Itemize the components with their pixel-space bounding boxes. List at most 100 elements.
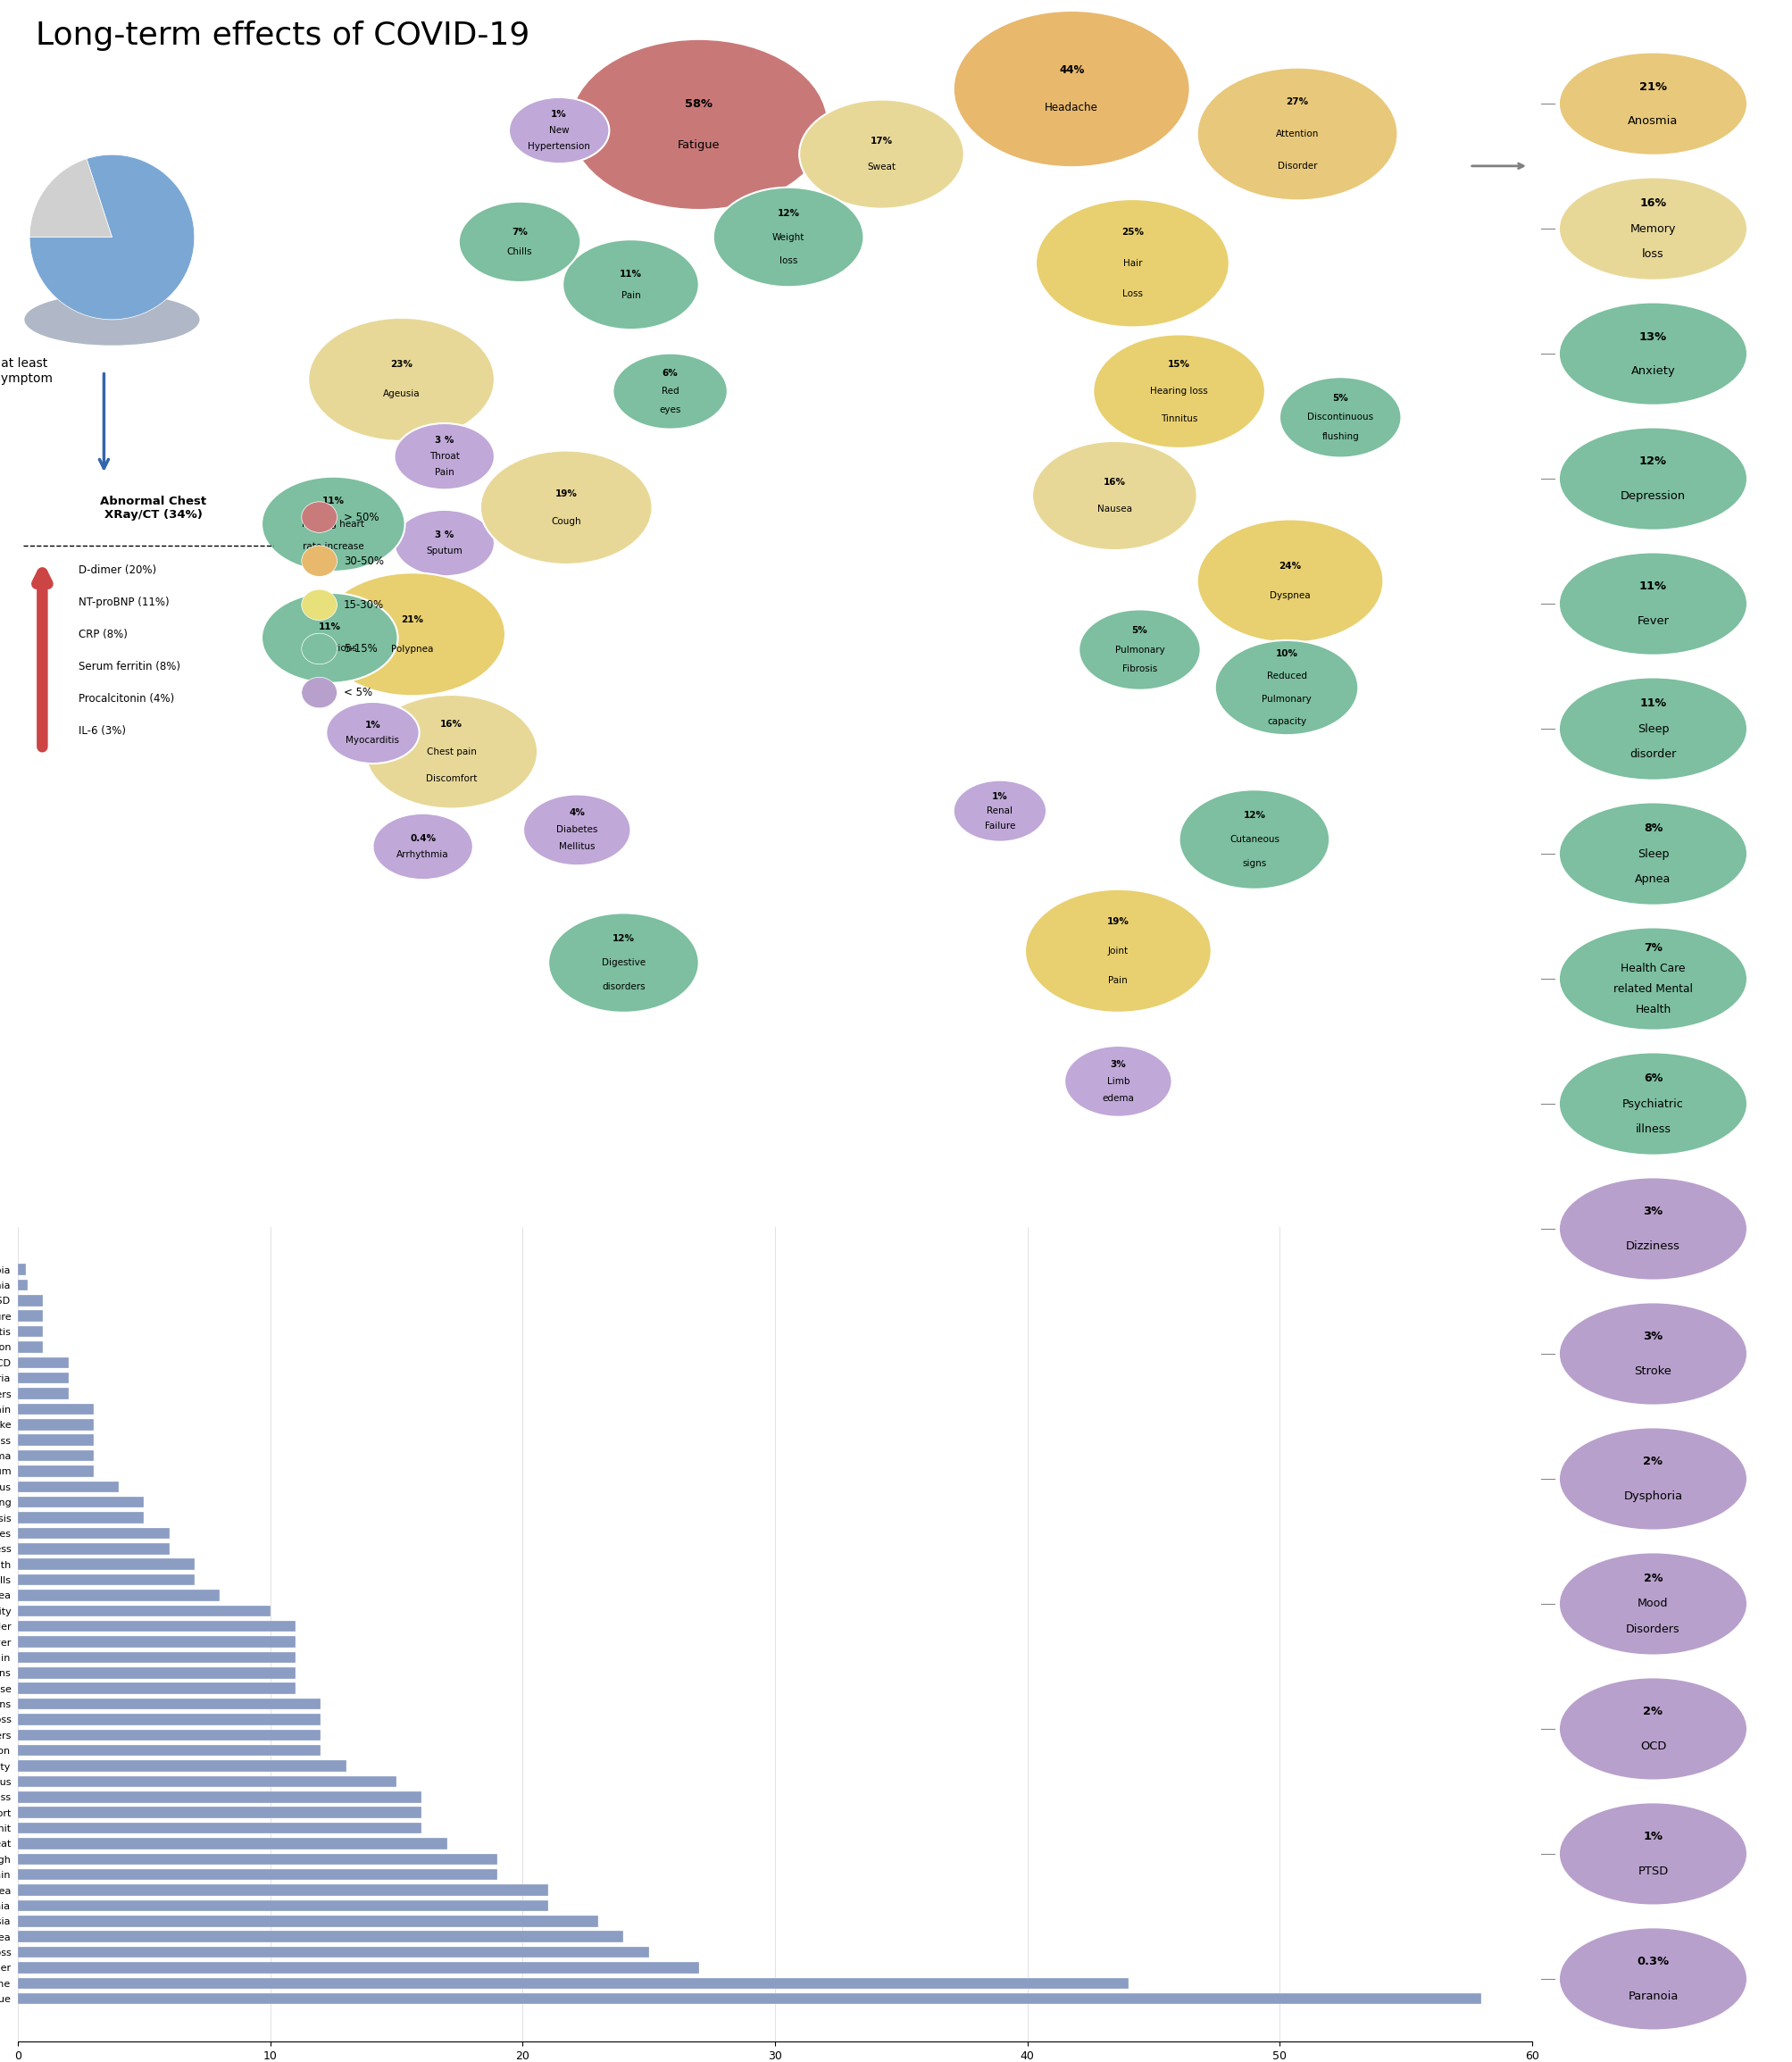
- Bar: [18, 1994, 1482, 2004]
- Ellipse shape: [1559, 52, 1747, 155]
- Ellipse shape: [1559, 1802, 1747, 1905]
- Ellipse shape: [1559, 553, 1747, 656]
- Ellipse shape: [326, 701, 419, 763]
- Bar: [18, 1559, 195, 1569]
- Text: 15%: 15%: [1168, 359, 1190, 369]
- Ellipse shape: [1559, 1553, 1747, 1656]
- Bar: [18, 1683, 296, 1695]
- Bar: [18, 1837, 446, 1850]
- Bar: [18, 1590, 220, 1600]
- Text: Pulmonary: Pulmonary: [1115, 645, 1165, 654]
- Text: Stroke: Stroke: [1634, 1365, 1672, 1377]
- Bar: [18, 1278, 29, 1291]
- Bar: [18, 1264, 25, 1274]
- Ellipse shape: [1559, 928, 1747, 1031]
- Text: 3%: 3%: [1643, 1330, 1663, 1342]
- Text: 11%: 11%: [319, 623, 340, 631]
- Text: 3 %: 3 %: [435, 530, 453, 540]
- Text: 21%: 21%: [401, 614, 423, 625]
- Ellipse shape: [1559, 1303, 1747, 1404]
- Ellipse shape: [1559, 1427, 1747, 1530]
- Bar: [18, 1899, 548, 1911]
- Text: 19%: 19%: [556, 489, 577, 499]
- Bar: [18, 1806, 421, 1819]
- Bar: [18, 1885, 548, 1895]
- Text: 11%: 11%: [1640, 581, 1667, 592]
- Text: 3%: 3%: [1111, 1060, 1125, 1068]
- Text: Fatigue: Fatigue: [677, 138, 720, 151]
- Text: 24%: 24%: [1279, 561, 1301, 571]
- Text: eyes: eyes: [659, 404, 681, 414]
- Text: Mellitus: Mellitus: [559, 843, 595, 852]
- Text: Pain: Pain: [1109, 975, 1127, 986]
- Text: 6%: 6%: [663, 369, 677, 377]
- Ellipse shape: [548, 913, 699, 1012]
- Bar: [18, 1977, 1129, 1990]
- Text: Disorders: Disorders: [1625, 1623, 1681, 1635]
- Text: flushing: flushing: [1322, 433, 1358, 441]
- Text: Psychiatric: Psychiatric: [1622, 1097, 1684, 1109]
- Ellipse shape: [523, 794, 631, 866]
- Ellipse shape: [301, 590, 337, 621]
- Ellipse shape: [480, 452, 652, 565]
- Bar: [18, 1388, 68, 1400]
- Ellipse shape: [509, 97, 609, 163]
- Text: 12%: 12%: [613, 934, 634, 942]
- Ellipse shape: [262, 476, 405, 571]
- Text: Nausea: Nausea: [1097, 505, 1133, 513]
- Ellipse shape: [563, 239, 699, 330]
- Text: 16%: 16%: [441, 720, 462, 728]
- Text: 5%: 5%: [1133, 627, 1147, 635]
- Text: Sputum: Sputum: [426, 546, 462, 555]
- Text: Discontinuous: Discontinuous: [1308, 412, 1373, 423]
- Text: Chest pain: Chest pain: [426, 746, 477, 757]
- Bar: [18, 1621, 296, 1631]
- Text: Sleep: Sleep: [1638, 724, 1668, 734]
- Text: Apnea: Apnea: [1634, 874, 1672, 885]
- Text: Pain: Pain: [622, 291, 640, 299]
- Text: 44%: 44%: [1059, 64, 1084, 76]
- Bar: [18, 1404, 93, 1415]
- Text: 0.4%: 0.4%: [410, 835, 435, 843]
- Ellipse shape: [953, 10, 1190, 167]
- Text: Procalcitonin (4%): Procalcitonin (4%): [79, 693, 174, 705]
- Bar: [18, 1606, 271, 1617]
- Text: Memory: Memory: [1631, 223, 1676, 235]
- Text: illness: illness: [1636, 1124, 1670, 1136]
- Ellipse shape: [301, 676, 337, 707]
- Text: 2%: 2%: [1643, 1456, 1663, 1468]
- Text: Chills: Chills: [507, 247, 532, 256]
- Text: 10%: 10%: [1276, 650, 1297, 658]
- Bar: [18, 1466, 93, 1476]
- Ellipse shape: [301, 546, 337, 577]
- Ellipse shape: [1559, 1177, 1747, 1281]
- Text: signs: signs: [1242, 860, 1267, 868]
- Text: Cough: Cough: [552, 518, 581, 526]
- Bar: [18, 1435, 93, 1445]
- Bar: [18, 1357, 68, 1369]
- Text: Discomfort: Discomfort: [426, 775, 477, 784]
- Text: 80% at least
one Symptom: 80% at least one Symptom: [0, 357, 52, 386]
- Text: PTSD: PTSD: [1638, 1866, 1668, 1876]
- Bar: [18, 1511, 143, 1524]
- Ellipse shape: [1093, 334, 1265, 447]
- Ellipse shape: [301, 501, 337, 532]
- Bar: [18, 1652, 296, 1662]
- Ellipse shape: [1032, 441, 1197, 551]
- Bar: [18, 1854, 498, 1864]
- Text: edema: edema: [1102, 1095, 1134, 1103]
- Wedge shape: [29, 159, 111, 237]
- Text: Polypnea: Polypnea: [391, 645, 434, 654]
- Text: CRP (8%): CRP (8%): [79, 629, 127, 639]
- Bar: [18, 1326, 43, 1336]
- Bar: [18, 1373, 68, 1384]
- Ellipse shape: [570, 39, 828, 210]
- Text: > 50%: > 50%: [344, 511, 378, 524]
- Ellipse shape: [1079, 610, 1201, 691]
- Text: rate increase: rate increase: [303, 542, 364, 551]
- Bar: [18, 1637, 296, 1648]
- Bar: [18, 1947, 649, 1957]
- Text: 21%: 21%: [1640, 80, 1667, 93]
- Ellipse shape: [1025, 889, 1211, 1012]
- Text: 11%: 11%: [323, 497, 344, 505]
